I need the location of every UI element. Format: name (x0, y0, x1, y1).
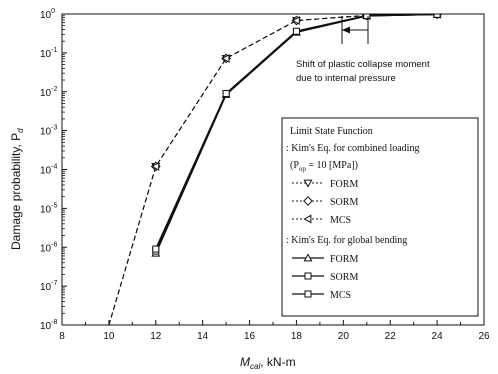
y-axis-title: Damage probability, Pd (9, 128, 25, 250)
x-axis-title-unit: , kN-m (260, 355, 295, 369)
legend-entry-global-sorm: SORM (292, 272, 358, 283)
legend-label: MCS (330, 215, 351, 226)
legend-global-header: : Kim's Eq. for global bending (286, 235, 407, 246)
x-tick-label: 8 (59, 331, 65, 342)
x-tick-label: 22 (385, 331, 397, 342)
y-tick-label: 10-6 (40, 241, 57, 254)
x-axis-title-main: M (240, 355, 250, 369)
y-tick-label: 10-3 (40, 125, 57, 138)
annotation-line-1: Shift of plastic collapse moment (296, 59, 430, 70)
legend-pressure-main: (P (290, 160, 299, 171)
legend-marker (304, 290, 312, 298)
data-point (221, 53, 230, 63)
legend-entry-combined-sorm: SORM (292, 196, 358, 208)
legend-label: SORM (330, 272, 358, 283)
legend-label: FORM (330, 179, 358, 190)
legend-marker (303, 196, 313, 206)
legend-box (281, 117, 479, 317)
axes-layer: 8 10 12 14 16 18 20 22 24 26 100 10-1 10-2 10-3 10-4 10… (40, 8, 490, 342)
legend-combined-header: : Kim's Eq. for combined loading (286, 143, 419, 154)
x-tick-label: 18 (291, 331, 303, 342)
y-tick-label: 100 (40, 8, 55, 21)
x-tick-label: 20 (338, 331, 350, 342)
y-tick-label: 10-8 (40, 319, 57, 332)
data-point (291, 16, 300, 25)
y-tick-label: 10-1 (40, 47, 57, 60)
y-axis-title-sub: d (16, 128, 25, 133)
x-axis-title-sub: cal (250, 362, 260, 371)
x-tick-label: 26 (478, 331, 490, 342)
legend: Limit State Function : Kim's Eq. for com… (281, 117, 479, 317)
legend-pressure-sub: op (299, 165, 307, 173)
legend-entry-combined-form: FORM (292, 179, 358, 190)
legend-entries: FORM SORM MCS FORM SORM MCS (292, 179, 358, 301)
legend-entry-global-mcs: MCS (292, 290, 351, 301)
data-point (222, 90, 230, 98)
legend-pressure-rest: = 10 [MPa]) (306, 160, 358, 171)
legend-label: MCS (330, 290, 351, 301)
legend-label: SORM (330, 197, 358, 208)
data-point (152, 245, 160, 253)
legend-marker (303, 253, 313, 262)
series-layer (108, 14, 443, 325)
data-point (151, 161, 160, 171)
legend-marker (303, 179, 313, 188)
y-tick-label: 10-7 (40, 280, 57, 293)
x-tick-label: 12 (150, 331, 162, 342)
x-tick-label: 10 (103, 331, 115, 342)
x-axis-title: Mcal, kN-m (240, 355, 296, 371)
x-tick-label: 14 (197, 331, 209, 342)
data-point (292, 27, 300, 35)
annotation: Shift of plastic collapse moment due to … (296, 16, 430, 84)
legend-title: Limit State Function (290, 126, 373, 137)
legend-marker (303, 214, 312, 224)
series-global-mcs (152, 14, 441, 253)
legend-marker (304, 272, 312, 280)
legend-entry-combined-mcs: MCS (292, 214, 351, 226)
y-tick-label: 10-2 (40, 86, 57, 99)
legend-pressure-label: (Pop = 10 [MPa]) (290, 160, 358, 173)
x-tick-label: 24 (432, 331, 444, 342)
x-tick-label: 16 (244, 331, 256, 342)
y-tick-label: 10-4 (40, 164, 57, 177)
legend-label: FORM (330, 254, 358, 265)
data-point (363, 14, 371, 20)
y-tick-label: 10-5 (40, 202, 57, 215)
legend-entry-global-form: FORM (292, 253, 358, 265)
annotation-arrow-head (342, 26, 350, 34)
annotation-line-2: due to internal pressure (296, 73, 396, 84)
y-axis-title-main: Damage probability, P (9, 133, 23, 250)
